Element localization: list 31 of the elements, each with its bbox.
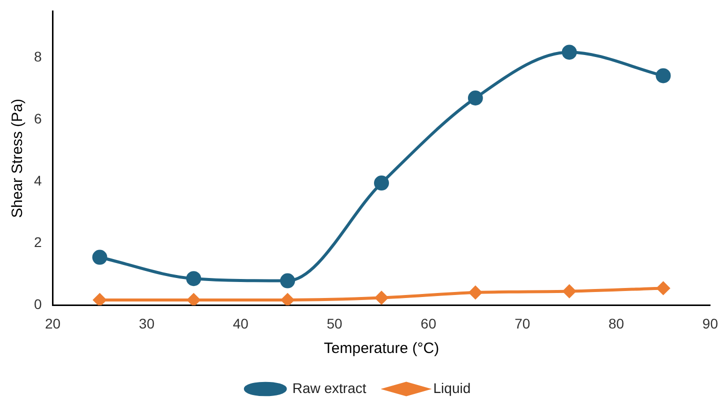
point [92,250,108,265]
point [656,68,671,84]
point [280,273,296,288]
point [468,286,482,300]
x-tick-label: 60 [420,315,436,332]
y-tick-label: 6 [34,110,42,126]
y-axis-title: Shear Stress (Pa) [9,98,26,218]
x-tick-label: 20 [44,315,61,332]
x-tick-label: 70 [514,315,530,332]
point [186,271,202,286]
y-tick-label: 0 [34,296,42,312]
y-tick-label: 2 [34,234,42,250]
x-tick-label: 40 [232,315,249,332]
x-tick-label: 80 [608,315,624,332]
point [93,293,106,306]
point [281,293,294,306]
point [187,293,200,306]
x-tick-label: 50 [326,315,343,332]
x-tick-label: 90 [702,315,718,332]
legend-label: Liquid [433,380,471,396]
x-tick-label: 30 [138,315,155,332]
point [374,176,389,191]
x-axis-title: Temperature (°C) [324,340,440,358]
point [375,291,388,304]
legend-label: Raw extract [292,380,366,396]
point [562,44,577,60]
point [562,284,576,298]
y-tick-label: 4 [34,172,42,188]
point [468,90,483,106]
y-tick-label: 8 [34,48,42,65]
point [656,282,670,295]
